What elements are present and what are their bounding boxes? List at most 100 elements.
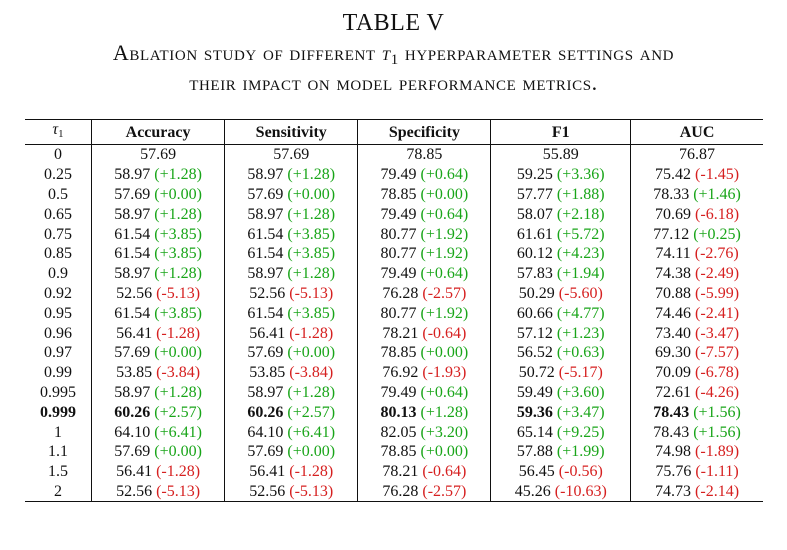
accuracy-value: 57.69	[140, 146, 177, 164]
auc-cell: 74.46 (-2.41)	[631, 303, 763, 323]
f1-delta: (+3.36)	[556, 166, 605, 184]
table-body: 0 57.69 57.69 78.85 55.89 76.87 0.25 58.97 (+1.…	[25, 144, 763, 503]
auc-delta: (-4.26)	[695, 383, 740, 401]
f1-delta: (-5.60)	[558, 285, 603, 302]
specificity-delta: (-0.64)	[422, 324, 467, 342]
f1-delta: (+3.47)	[556, 403, 605, 421]
specificity-cell: 76.28 (-2.57)	[357, 283, 492, 304]
specificity-value: 79.49	[380, 205, 417, 223]
specificity-value: 79.49	[380, 265, 417, 283]
accuracy-value: 61.54	[114, 245, 151, 263]
specificity-value: 79.49	[380, 383, 417, 401]
f1-delta: (+4.23)	[556, 245, 605, 263]
accuracy-value: 57.69	[114, 443, 151, 461]
sensitivity-cell: 58.97 (+1.28)	[224, 204, 359, 225]
auc-cell: 70.88 (-5.99)	[631, 284, 763, 304]
auc-cell: 75.42 (-1.45)	[631, 165, 763, 185]
sensitivity-value: 61.54	[247, 304, 284, 322]
auc-cell: 76.87	[631, 145, 763, 165]
specificity-value: 78.85	[380, 186, 417, 204]
accuracy-cell: 60.26 (+2.57)	[91, 402, 226, 423]
sensitivity-delta: (-5.13)	[289, 285, 334, 302]
sensitivity-cell: 57.69 (+0.00)	[224, 184, 359, 205]
specificity-cell: 79.49 (+0.64)	[357, 263, 492, 284]
accuracy-cell: 61.54 (+3.85)	[91, 303, 226, 324]
auc-delta: (+1.56)	[693, 423, 741, 441]
specificity-value: 78.85	[380, 344, 417, 362]
sensitivity-cell: 58.97 (+1.28)	[224, 382, 359, 403]
tau-value-cell: 0.999	[25, 402, 92, 423]
table-row: 0.95 61.54 (+3.85) 61.54 (+3.85) 80.77 (+1.…	[25, 303, 763, 324]
accuracy-value: 64.10	[114, 423, 151, 441]
specificity-cell: 76.92 (-1.93)	[357, 362, 492, 383]
f1-value: 55.89	[542, 146, 579, 164]
auc-value: 72.61	[655, 383, 692, 401]
sensitivity-value: 56.41	[249, 324, 286, 342]
specificity-value: 78.85	[380, 443, 417, 461]
f1-delta: (+1.94)	[556, 265, 605, 283]
sensitivity-cell: 61.54 (+3.85)	[224, 303, 359, 324]
specificity-delta: (+1.92)	[420, 225, 469, 243]
specificity-delta: (-2.57)	[422, 285, 467, 302]
tau-value-cell: 0.97	[25, 343, 92, 363]
sensitivity-delta: (-1.28)	[289, 324, 334, 342]
header-auc: AUC	[630, 118, 763, 146]
specificity-delta: (+0.00)	[420, 443, 469, 461]
sensitivity-value: 52.56	[249, 482, 286, 500]
auc-delta: (-1.45)	[695, 166, 740, 184]
auc-value: 74.46	[655, 304, 692, 322]
accuracy-value: 53.85	[116, 364, 153, 382]
specificity-cell: 78.85 (+0.00)	[357, 184, 492, 205]
auc-cell: 74.73 (-2.14)	[630, 481, 763, 503]
f1-delta: (+3.60)	[556, 383, 605, 401]
sensitivity-delta: (+0.00)	[287, 344, 336, 362]
tau-value-cell: 0.96	[25, 323, 92, 343]
sensitivity-value: 53.85	[249, 364, 286, 382]
tau-value-cell: 2	[25, 481, 92, 503]
specificity-delta: (+0.64)	[420, 205, 469, 223]
sensitivity-cell: 52.56 (-5.13)	[224, 283, 359, 304]
tau-value-cell: 0.99	[25, 362, 92, 383]
accuracy-cell: 57.69 (+0.00)	[91, 441, 226, 462]
caption-line-1-post: hyperparameter settings and	[398, 40, 675, 65]
sensitivity-delta: (+3.85)	[287, 304, 336, 322]
f1-delta: (+2.18)	[556, 205, 605, 223]
tau-value-cell: 0.25	[25, 164, 92, 185]
auc-value: 76.87	[679, 146, 716, 164]
accuracy-delta: (-3.84)	[156, 364, 201, 382]
auc-delta: (-1.11)	[695, 463, 739, 481]
sensitivity-cell: 57.69 (+0.00)	[224, 343, 359, 363]
table-row: 1.1 57.69 (+0.00) 57.69 (+0.00) 78.85 (+0.0…	[25, 441, 763, 462]
auc-cell: 77.12 (+0.25)	[631, 224, 763, 244]
f1-value: 59.25	[516, 166, 553, 184]
table-row: 0.92 52.56 (-5.13) 52.56 (-5.13) 76.28 (-2.…	[25, 283, 763, 304]
accuracy-cell: 57.69 (+0.00)	[91, 343, 226, 363]
specificity-value: 82.05	[380, 423, 417, 441]
f1-cell: 57.83 (+1.94)	[490, 263, 632, 284]
accuracy-delta: (+3.85)	[154, 225, 202, 243]
specificity-value: 76.28	[382, 482, 419, 500]
tau-value-cell: 0.9	[25, 263, 92, 284]
auc-cell: 73.40 (-3.47)	[631, 323, 763, 343]
f1-value: 50.29	[518, 285, 555, 302]
auc-cell: 69.30 (-7.57)	[631, 343, 763, 363]
f1-value: 57.12	[516, 324, 553, 342]
specificity-delta: (+3.20)	[420, 423, 469, 441]
f1-delta: (-10.63)	[554, 482, 607, 500]
auc-value: 75.42	[655, 166, 692, 184]
f1-cell: 58.07 (+2.18)	[490, 204, 632, 225]
accuracy-value: 57.69	[114, 344, 151, 362]
sensitivity-value: 58.97	[247, 383, 284, 401]
auc-value: 77.12	[653, 225, 690, 243]
header-f1: F1	[490, 118, 632, 146]
sensitivity-value: 64.10	[247, 423, 284, 441]
specificity-delta: (-0.64)	[422, 463, 467, 481]
auc-value: 75.76	[655, 463, 692, 481]
f1-cell: 60.12 (+4.23)	[490, 244, 632, 264]
table-row: 0.999 60.26 (+2.57) 60.26 (+2.57) 80.13 (+1…	[25, 402, 763, 423]
sensitivity-value: 58.97	[247, 205, 284, 223]
sensitivity-delta: (+1.28)	[287, 166, 336, 184]
auc-delta: (-3.47)	[695, 324, 740, 342]
f1-value: 58.07	[516, 205, 553, 223]
f1-value: 57.83	[516, 265, 553, 283]
